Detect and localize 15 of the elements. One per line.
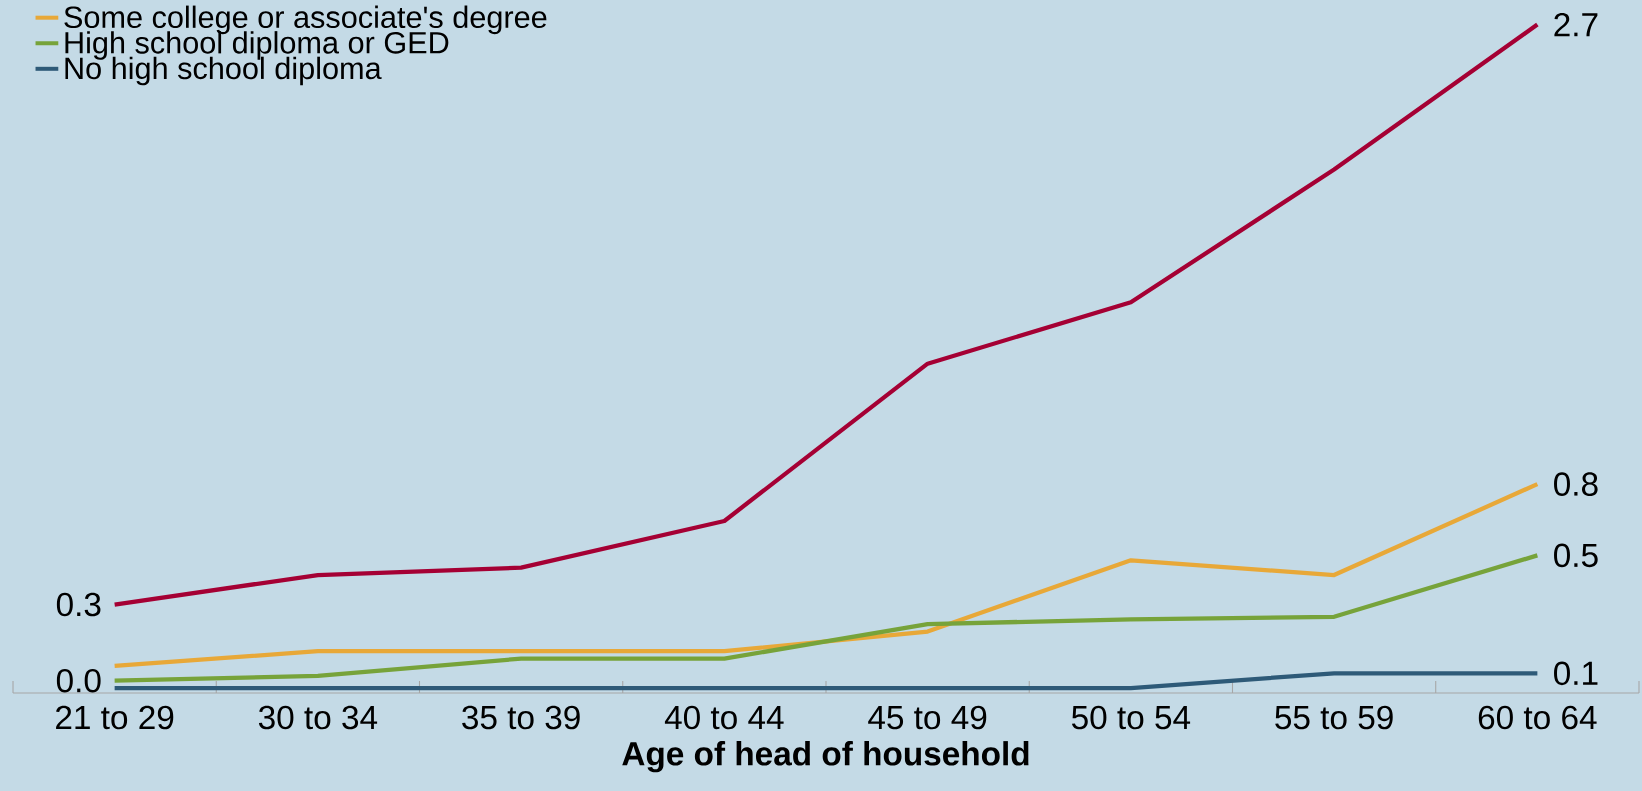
x-tick-label: 30 to 34: [258, 705, 378, 730]
x-tick-label: 55 to 59: [1275, 705, 1393, 730]
x-tick-label: 45 to 49: [868, 705, 987, 730]
x-tick-label: 60 to 64: [1478, 705, 1597, 730]
x-tick-label: 40 to 44: [664, 705, 784, 730]
x-axis-title: Age of head of household: [622, 741, 1029, 773]
data-label: 2.7: [1554, 12, 1598, 37]
data-label: 0.0: [56, 668, 101, 693]
data-label: 0.5: [1554, 543, 1598, 568]
data-label: 0.1: [1554, 661, 1598, 686]
x-tick-label: 50 to 54: [1071, 705, 1191, 730]
x-tick-label: 21 to 29: [56, 705, 174, 730]
x-tick-label: 35 to 39: [462, 705, 580, 730]
data-label: 0.8: [1554, 472, 1598, 496]
data-label: 0.3: [56, 592, 101, 617]
